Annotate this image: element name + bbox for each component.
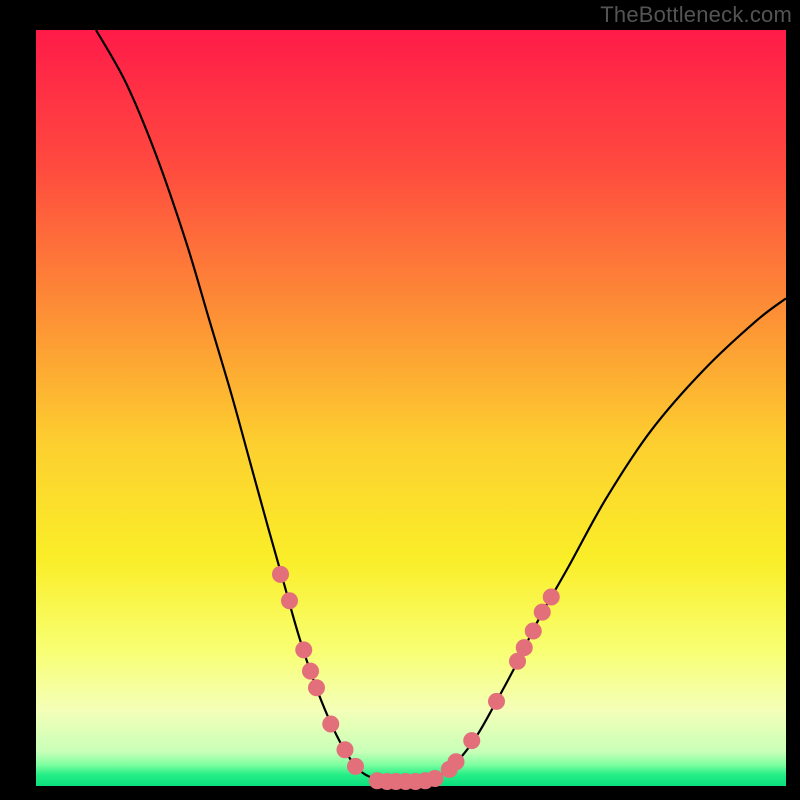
data-marker: [273, 566, 289, 582]
data-marker: [303, 663, 319, 679]
data-marker: [448, 754, 464, 770]
data-marker: [489, 693, 505, 709]
plot-background: [36, 30, 786, 786]
data-marker: [323, 716, 339, 732]
watermark-text: TheBottleneck.com: [600, 2, 792, 28]
data-marker: [534, 604, 550, 620]
data-marker: [337, 742, 353, 758]
data-marker: [427, 770, 443, 786]
data-marker: [543, 589, 559, 605]
data-marker: [516, 640, 532, 656]
data-marker: [282, 593, 298, 609]
data-marker: [348, 758, 364, 774]
bottleneck-v-curve-chart: [0, 0, 800, 800]
data-marker: [296, 642, 312, 658]
data-marker: [464, 733, 480, 749]
data-marker: [309, 680, 325, 696]
chart-stage: TheBottleneck.com: [0, 0, 800, 800]
data-marker: [525, 623, 541, 639]
